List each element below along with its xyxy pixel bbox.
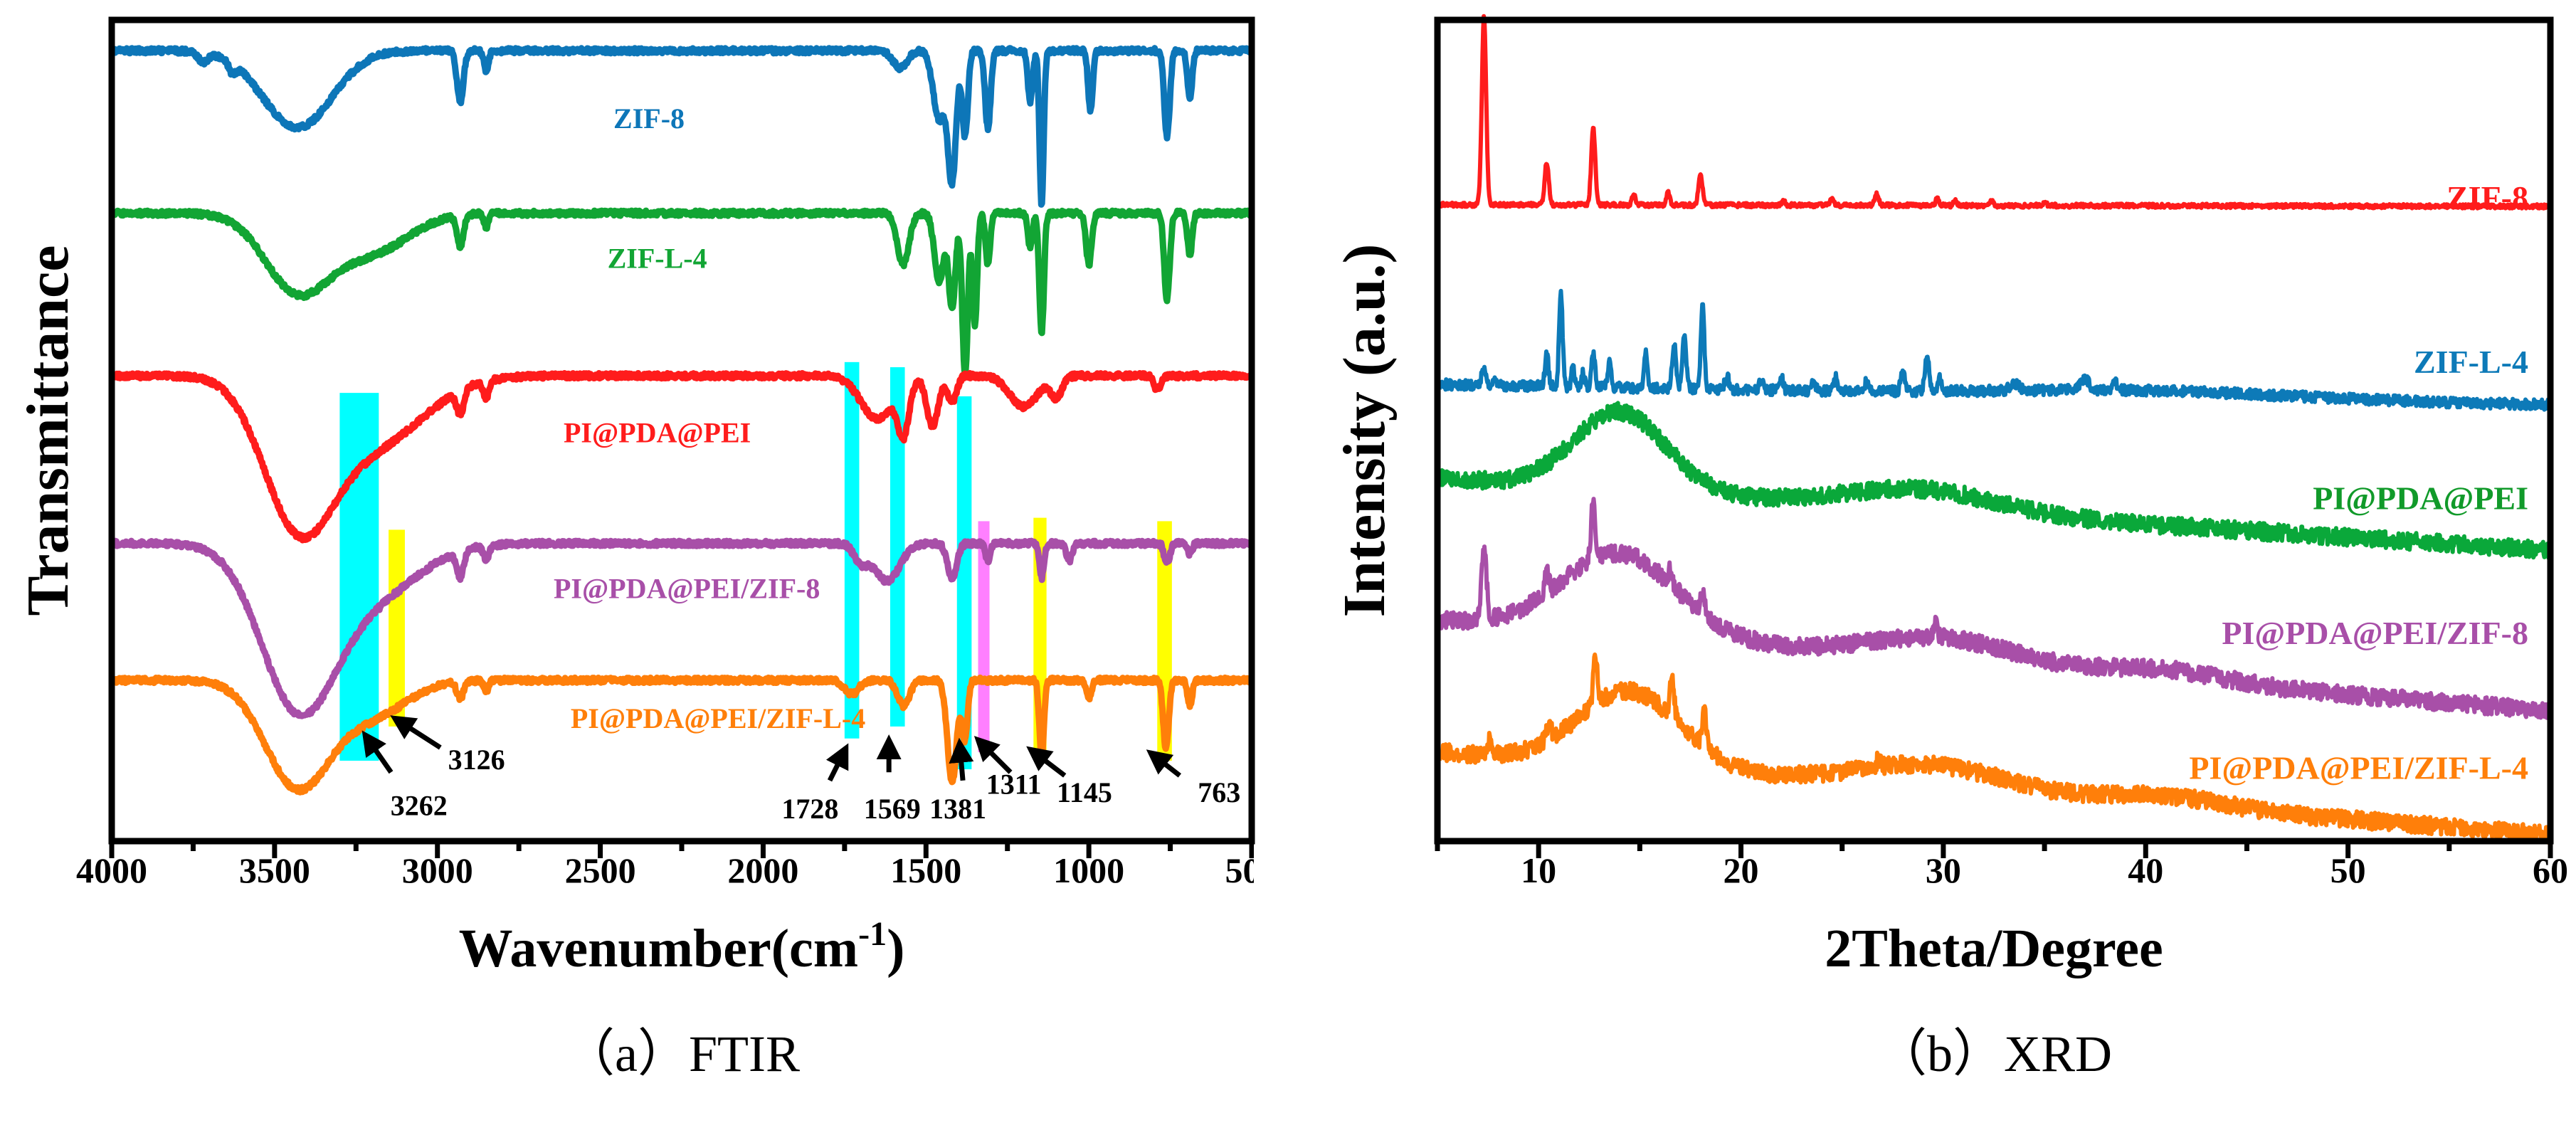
annotation-arrow-1728	[825, 743, 849, 782]
x-tick-label: 2000	[727, 850, 798, 890]
ftir-label-pi-pda-pei-zif-l-4: PI@PDA@PEI/ZIF-L-4	[571, 702, 865, 734]
x-tick-label: 50	[2330, 850, 2366, 890]
ftir-x-axis: 4000 3500 3000 2500 2000 1500 1000 500	[76, 841, 1279, 890]
annotation-label-1728: 1728	[781, 793, 838, 825]
xrd-line-pi-pda-pei-zif-8	[1437, 497, 2552, 720]
annotation-label-1311: 1311	[986, 768, 1042, 800]
ftir-y-axis-label: Transmittance	[15, 245, 81, 616]
ftir-line-zif-8	[108, 45, 1255, 208]
ftir-label-zif-l-4: ZIF-L-4	[608, 243, 707, 275]
x-tick-label: 20	[1724, 850, 1759, 890]
x-tick-label: 4000	[76, 850, 147, 890]
ftir-annotations: ZIF-8 ZIF-L-4 PI@PDA@PEI PI@PDA@PEI/ZIF-8 PI…	[361, 102, 1240, 825]
xrd-plot-frame	[1434, 16, 2554, 845]
ftir-x-axis-label: Wavenumber(cm-1)	[459, 915, 905, 978]
xrd-caption: （b）XRD	[1876, 1025, 2112, 1082]
annotation-arrow-1311	[973, 736, 1013, 774]
xrd-line-zif-8	[1437, 14, 2552, 211]
x-tick-label: 10	[1521, 850, 1556, 890]
highlight-band-4	[956, 396, 972, 770]
ftir-label-pi-pda-pei-zif-8: PI@PDA@PEI/ZIF-8	[554, 573, 820, 605]
annotation-arrow-763	[1146, 749, 1182, 778]
xrd-label-zif-8: ZIF-8	[2446, 179, 2528, 216]
x-tick-label: 40	[2128, 850, 2163, 890]
xrd-label-pi-pda-pei: PI@PDA@PEI	[2313, 480, 2528, 517]
annotation-label-1145: 1145	[1057, 776, 1112, 808]
ftir-caption: （a）FTIR	[564, 1025, 800, 1082]
annotation-label-1569: 1569	[864, 793, 921, 825]
annotation-arrow-3262	[361, 730, 394, 774]
annotation-arrow-3126	[390, 715, 442, 750]
x-tick-label: 1500	[890, 850, 961, 890]
xrd-label-pi-pda-pei-zif-8: PI@PDA@PEI/ZIF-8	[2222, 615, 2528, 651]
xrd-y-axis-label: Intensity (a.u.)	[1331, 243, 1398, 617]
ftir-label-zif-8: ZIF-8	[613, 102, 685, 134]
ftir-line-pi-pda-pei-zif-l-4	[108, 674, 1255, 796]
x-tick-label: 2500	[565, 850, 636, 890]
highlight-band-1	[389, 529, 405, 727]
ftir-line-pi-pda-pei	[109, 370, 1255, 544]
xrd-label-pi-pda-pei-zif-l-4: PI@PDA@PEI/ZIF-L-4	[2189, 749, 2528, 786]
x-tick-label: 3500	[239, 850, 310, 890]
ftir-line-zif-l-4	[109, 207, 1255, 377]
annotation-label-3262: 3262	[391, 789, 448, 821]
x-tick-label: 1000	[1053, 850, 1124, 890]
xrd-series-lines: ZIF-8 ZIF-L-4 PI@PDA@PEI PI@PDA@PEI/ZIF-8 PI…	[1437, 14, 2552, 845]
x-tick-label: 30	[1926, 850, 1961, 890]
xrd-panel: ZIF-8 ZIF-L-4 PI@PDA@PEI PI@PDA@PEI/ZIF-8 PI…	[1331, 14, 2568, 1082]
ftir-line-pi-pda-pei-zif-8	[108, 537, 1255, 719]
ftir-panel: ZIF-8 ZIF-L-4 PI@PDA@PEI PI@PDA@PEI/ZIF-8 PI…	[15, 16, 1279, 1082]
xrd-line-zif-l-4	[1437, 288, 2552, 412]
xrd-line-pi-pda-pei-zif-l-4	[1437, 652, 2552, 845]
xrd-line-pi-pda-pei	[1437, 401, 2552, 560]
highlight-band-5	[978, 521, 990, 752]
xrd-label-zif-l-4: ZIF-L-4	[2414, 344, 2528, 380]
annotation-label-1381: 1381	[929, 793, 986, 825]
annotation-arrow-1145	[1026, 746, 1067, 778]
annotation-label-3126: 3126	[448, 744, 505, 776]
xrd-x-axis: 10 20 30 40 50 60	[1435, 841, 2568, 890]
x-tick-label: 500	[1225, 850, 1279, 890]
xrd-x-axis-label: 2Theta/Degree	[1825, 919, 2163, 978]
ftir-label-pi-pda-pei: PI@PDA@PEI	[564, 416, 751, 448]
x-tick-label: 3000	[402, 850, 473, 890]
highlight-band-3	[890, 367, 905, 727]
highlight-band-0	[339, 393, 379, 761]
x-tick-label: 60	[2533, 850, 2568, 890]
annotation-arrow-1381	[949, 737, 974, 781]
annotation-label-763: 763	[1198, 776, 1240, 808]
ftir-series-lines	[108, 45, 1255, 796]
